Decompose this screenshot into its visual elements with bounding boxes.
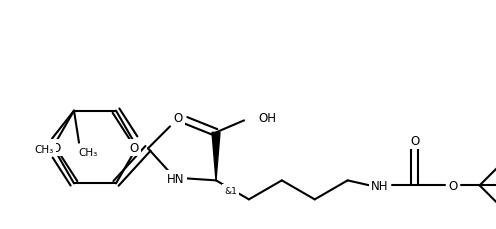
Text: O: O bbox=[174, 111, 183, 124]
Text: CH₃: CH₃ bbox=[78, 147, 98, 157]
Text: O: O bbox=[448, 179, 457, 192]
Text: O: O bbox=[52, 141, 61, 154]
Polygon shape bbox=[212, 133, 220, 181]
Text: HN: HN bbox=[167, 172, 185, 185]
Text: O: O bbox=[129, 142, 138, 154]
Text: CH₃: CH₃ bbox=[34, 144, 54, 154]
Text: &1: &1 bbox=[224, 186, 237, 195]
Text: OH: OH bbox=[258, 111, 276, 124]
Text: O: O bbox=[410, 134, 419, 147]
Text: NH: NH bbox=[371, 179, 388, 192]
